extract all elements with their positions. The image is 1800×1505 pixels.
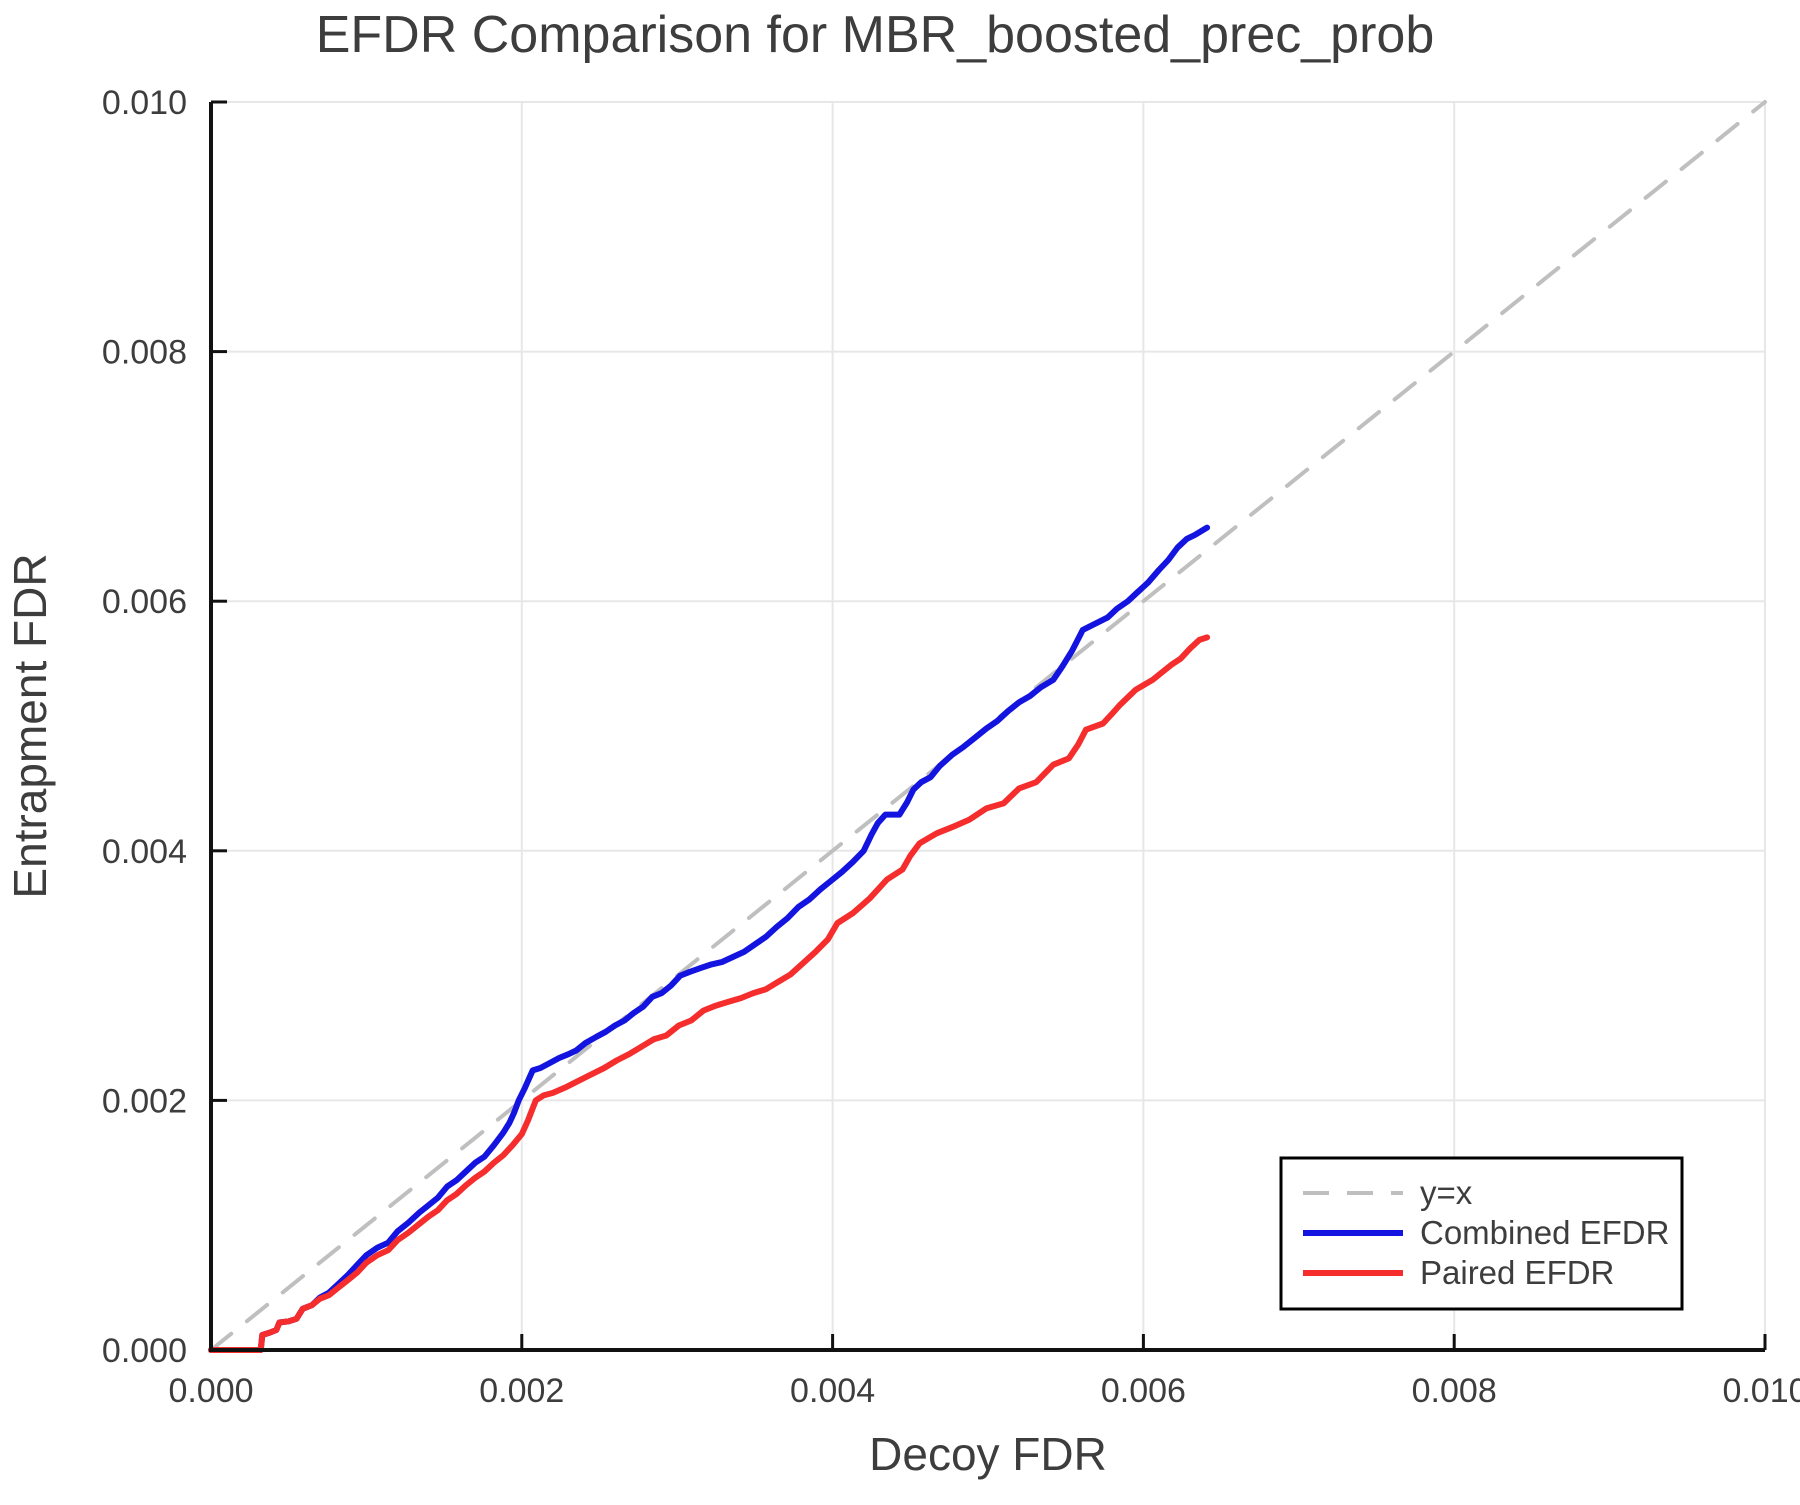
series-line-y-x xyxy=(209,100,1767,1352)
legend-label-identity: y=x xyxy=(1420,1174,1473,1211)
legend-item-combined: Combined EFDR xyxy=(1303,1214,1669,1251)
y-axis-label: Entrapment FDR xyxy=(4,553,56,898)
x-tick-label: 0.008 xyxy=(1412,1372,1497,1410)
x-axis-label: Decoy FDR xyxy=(869,1428,1107,1480)
x-tick-label: 0.002 xyxy=(479,1372,564,1410)
y-tick-label: 0.006 xyxy=(102,583,187,621)
legend-item-identity: y=x xyxy=(1303,1174,1473,1211)
legend-label-paired: Paired EFDR xyxy=(1420,1254,1614,1291)
series-line-combined-efdr xyxy=(208,524,1211,1353)
y-tick-label: 0.008 xyxy=(102,334,187,372)
chart-title: EFDR Comparison for MBR_boosted_prec_pro… xyxy=(316,6,1435,64)
y-tick-label: 0.010 xyxy=(102,84,187,122)
x-tick-label: 0.004 xyxy=(790,1372,875,1410)
legend: y=x Combined EFDR Paired EFDR xyxy=(1279,1156,1684,1311)
y-tick-label: 0.004 xyxy=(102,833,187,871)
x-tick-label: 0.010 xyxy=(1722,1372,1800,1410)
series-line-paired-efdr xyxy=(208,634,1211,1353)
legend-item-paired: Paired EFDR xyxy=(1303,1254,1614,1291)
axis-spines xyxy=(209,102,1765,1352)
y-tick-label: 0.000 xyxy=(102,1332,187,1370)
x-tick-label: 0.006 xyxy=(1101,1372,1186,1410)
tick-layer: 0.000 0.002 0.004 0.006 0.008 0.010 0.000 0.002… xyxy=(102,84,1800,1410)
legend-label-combined: Combined EFDR xyxy=(1420,1214,1669,1251)
y-tick-label: 0.002 xyxy=(102,1082,187,1120)
x-tick-label: 0.000 xyxy=(168,1372,253,1410)
series-layer xyxy=(208,100,1767,1353)
